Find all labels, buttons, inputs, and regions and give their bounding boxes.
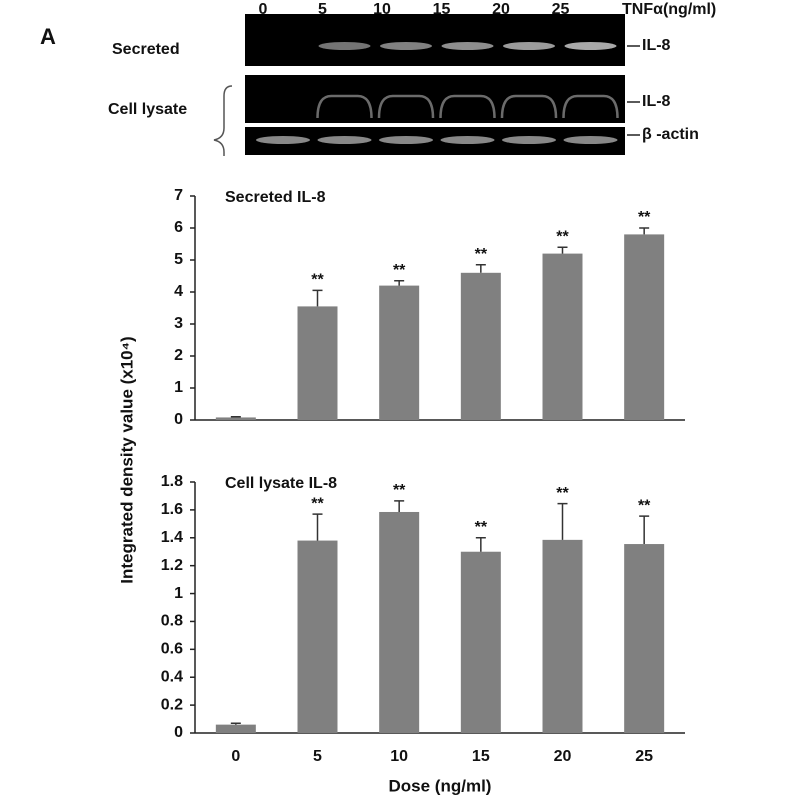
bracket	[213, 85, 233, 156]
figure-label: A	[40, 24, 56, 49]
bar	[460, 551, 501, 733]
blot-band	[316, 94, 373, 119]
y-tick-label: 0.8	[161, 613, 183, 630]
y-axis-label: Integrated density value (x10⁴)	[117, 336, 136, 583]
y-tick-label: 0.6	[161, 641, 183, 658]
band-label: IL-8	[642, 37, 671, 54]
x-tick-label: 20	[554, 748, 572, 765]
error-bar	[557, 246, 568, 254]
bar	[215, 724, 256, 733]
error-bar	[230, 416, 241, 418]
x-axis-label: Dose (ng/ml)	[389, 776, 492, 795]
blot-band	[562, 94, 619, 119]
y-tick-label: 5	[174, 251, 183, 268]
significance: **	[311, 495, 324, 512]
bar	[215, 417, 256, 420]
y-tick-label: 1.8	[161, 473, 183, 490]
blot-band	[441, 42, 494, 50]
error-bar	[557, 502, 568, 540]
y-tick-label: 0.4	[161, 668, 183, 685]
blot-band	[377, 94, 435, 119]
significance: **	[475, 519, 488, 536]
bar	[379, 285, 420, 420]
bar	[624, 234, 665, 420]
band-label: β -actin	[642, 126, 699, 143]
y-tick-label: 0	[174, 411, 183, 428]
blot-band	[256, 136, 310, 144]
blot-band	[564, 42, 617, 50]
x-tick-label: 25	[635, 748, 653, 765]
bar	[297, 306, 338, 420]
y-tick-label: 4	[174, 283, 183, 300]
error-bar	[475, 264, 486, 273]
error-bar	[475, 537, 486, 552]
y-tick-label: 1.4	[161, 529, 183, 546]
significance: **	[475, 246, 488, 263]
x-tick-label: 15	[472, 748, 490, 765]
blot-band	[500, 94, 558, 119]
y-tick-label: 3	[174, 315, 183, 332]
blot-band	[379, 136, 433, 144]
bar	[297, 540, 338, 733]
lane-label: 20	[492, 1, 510, 18]
lane-label: 15	[433, 1, 451, 18]
lane-label: 5	[318, 1, 327, 18]
error-bar	[312, 289, 323, 307]
y-tick-label: 1	[174, 379, 183, 396]
bar	[624, 544, 665, 733]
significance: **	[311, 272, 324, 289]
blot-band	[440, 136, 495, 144]
blot-panel	[245, 14, 625, 66]
y-tick-label: 7	[174, 187, 183, 204]
blot-row-label: Cell lysate	[108, 101, 187, 118]
lane-label: 10	[373, 1, 391, 18]
error-bar	[312, 513, 323, 541]
blot-band	[502, 136, 556, 144]
bar	[460, 272, 501, 420]
y-tick-label: 1.2	[161, 557, 183, 574]
y-tick-label: 1.6	[161, 501, 183, 518]
significance: **	[638, 497, 651, 514]
blot-band	[563, 136, 618, 144]
significance: **	[556, 228, 569, 245]
band-label: IL-8	[642, 93, 671, 110]
lane-label: 25	[552, 1, 570, 18]
error-bar	[639, 227, 650, 235]
blot-band	[503, 42, 555, 50]
blot-band	[318, 42, 371, 50]
significance: **	[393, 482, 406, 499]
bar	[379, 511, 420, 733]
lane-label: 0	[259, 1, 268, 18]
blot-band	[317, 136, 372, 144]
error-bar	[639, 515, 650, 545]
y-tick-label: 0.2	[161, 696, 183, 713]
bar	[542, 539, 583, 733]
significance: **	[556, 485, 569, 502]
y-tick-label: 6	[174, 219, 183, 236]
blot-panel	[245, 75, 625, 123]
y-tick-label: 2	[174, 347, 183, 364]
x-tick-label: 5	[313, 748, 322, 765]
x-tick-label: 0	[231, 748, 240, 765]
y-tick-label: 0	[174, 724, 183, 741]
y-tick-label: 1	[174, 585, 183, 602]
error-bar	[230, 722, 241, 725]
blot-band	[380, 42, 432, 50]
blot-band	[439, 94, 496, 119]
chart-title: Cell lysate IL-8	[225, 475, 337, 492]
significance: **	[393, 262, 406, 279]
dose-label: TNFα(ng/ml)	[622, 1, 716, 18]
error-bar	[394, 280, 405, 286]
chart-title: Secreted IL-8	[225, 189, 326, 206]
significance: **	[638, 209, 651, 226]
error-bar	[394, 500, 405, 512]
bar	[542, 253, 583, 420]
blot-row-label: Secreted	[112, 41, 180, 58]
x-tick-label: 10	[390, 748, 408, 765]
